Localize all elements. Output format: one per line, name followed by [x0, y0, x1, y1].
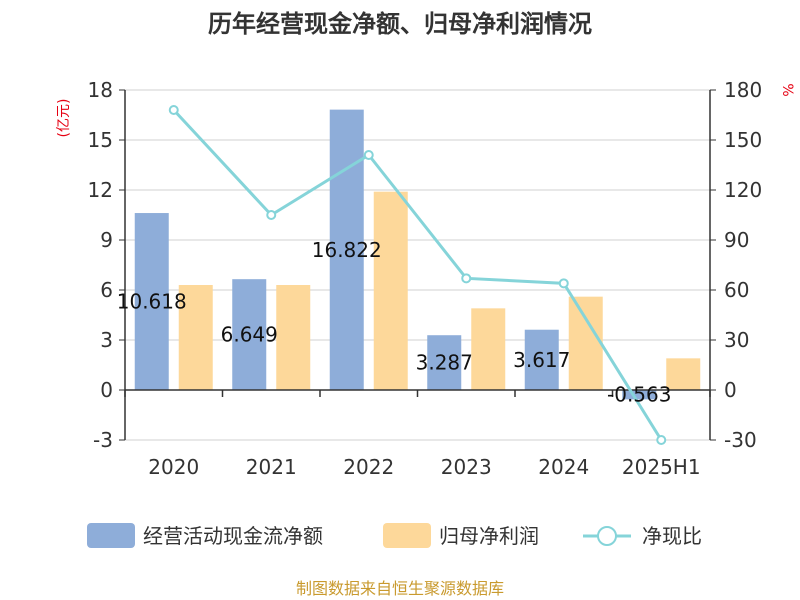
bar-net-profit: [276, 285, 311, 390]
bar-net-profit: [178, 285, 213, 390]
right-tick-label: 90: [724, 228, 749, 252]
left-tick-label: 3: [100, 328, 113, 352]
bar-cash-flow: [427, 335, 462, 390]
data-label-cash-flow: 6.649: [221, 323, 278, 347]
legend-item-cash-flow[interactable]: 经营活动现金流净额: [87, 523, 323, 548]
category-label: 2022: [343, 455, 394, 479]
ratio-line: [168, 105, 667, 445]
source-note: 制图数据来自恒生聚源数据库: [296, 579, 504, 598]
right-tick-label: 180: [724, 78, 762, 102]
bar-net-profit: [568, 296, 603, 390]
ratio-point: [656, 435, 667, 445]
data-labels: 10.618 6.649 16.822 3.287 3.617 -0.563: [117, 238, 672, 407]
category-label: 2025H1: [622, 455, 701, 479]
data-label-cash-flow: 3.617: [513, 348, 570, 372]
data-label-cash-flow: 3.287: [416, 351, 473, 375]
ratio-point: [461, 273, 472, 284]
bar-net-profit: [666, 358, 701, 390]
ratio-point: [363, 150, 374, 160]
legend-swatch-cash-flow: [87, 523, 135, 548]
left-tick-label: 9: [100, 228, 113, 252]
right-tick-label: -30: [724, 428, 757, 452]
bar-net-profit: [373, 191, 408, 390]
right-axis-unit: %: [779, 83, 795, 96]
ratio-point: [168, 105, 179, 115]
left-tick-label: 15: [88, 128, 113, 152]
right-tick-label: 30: [724, 328, 749, 352]
ratio-point: [558, 278, 569, 289]
data-label-cash-flow: 10.618: [117, 290, 187, 314]
legend-swatch-ratio-marker: [597, 526, 617, 546]
ratio-point: [266, 210, 277, 220]
bar-net-profit: [471, 308, 506, 390]
left-tick-label: 0: [100, 378, 113, 402]
data-label-cash-flow: 16.822: [312, 238, 382, 262]
bar-cash-flow: [524, 329, 559, 390]
right-tick-label: 0: [724, 378, 737, 402]
left-tick-label: 6: [100, 278, 113, 302]
legend-item-net-profit[interactable]: 归母净利润: [383, 523, 539, 548]
right-tick-label: 150: [724, 128, 762, 152]
legend-label-ratio: 净现比: [642, 524, 702, 548]
legend-label-net-profit: 归母净利润: [439, 524, 539, 548]
category-label: 2021: [246, 455, 297, 479]
bars: [134, 109, 701, 400]
bar-cash-flow: [232, 279, 267, 390]
right-tick-label: 120: [724, 178, 762, 202]
bar-cash-flow: [622, 390, 657, 400]
chart-title: 历年经营现金净额、归母净利润情况: [208, 10, 592, 38]
category-label: 2024: [538, 455, 589, 479]
left-tick-label: 12: [88, 178, 113, 202]
ratio-polyline: [172, 108, 663, 441]
bar-cash-flow: [134, 213, 169, 390]
left-tick-label: 18: [88, 78, 113, 102]
left-axis-unit: (亿元): [56, 99, 72, 138]
legend: 经营活动现金流净额 归母净利润 净现比: [87, 523, 702, 548]
bar-cash-flow: [329, 109, 364, 390]
left-tick-label: -3: [93, 428, 113, 452]
legend-swatch-net-profit: [383, 523, 431, 548]
legend-label-cash-flow: 经营活动现金流净额: [143, 524, 323, 548]
category-label: 2020: [148, 455, 199, 479]
category-label: 2023: [441, 455, 492, 479]
right-tick-label: 60: [724, 278, 749, 302]
legend-item-ratio[interactable]: 净现比: [583, 524, 702, 548]
data-label-cash-flow: -0.563: [607, 383, 671, 407]
